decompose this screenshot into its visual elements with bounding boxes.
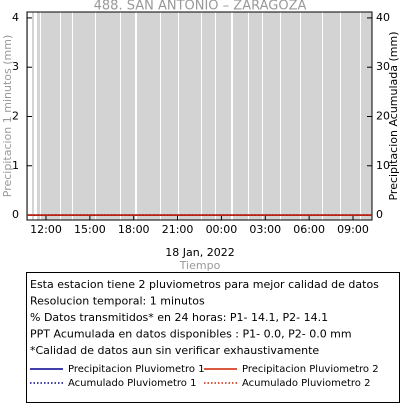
legend-label: Precipitacion Pluviometro 1 <box>68 364 205 375</box>
date-label: 18 Jan, 2022 <box>165 246 234 259</box>
legend-label: Acumulado Pluviometro 2 <box>242 378 370 389</box>
x-tick-label: 00:00 <box>206 223 238 236</box>
plot-area <box>27 12 372 220</box>
y2-tick-label: 10 <box>376 159 390 172</box>
info-line: Esta estacion tiene 2 pluviometros para … <box>30 278 379 291</box>
y2-tick-label: 40 <box>376 11 390 24</box>
gap-stripe <box>95 12 96 220</box>
x-tick-label: 09:00 <box>337 223 369 236</box>
y2-tick-label: 20 <box>376 109 390 122</box>
info-box <box>26 272 400 403</box>
y-tick-label: 3 <box>12 60 19 73</box>
y2-axis-label: Precipitacion Acumulada (mm) <box>387 31 400 200</box>
x-tick-label: 21:00 <box>162 223 194 236</box>
gap-stripe <box>280 12 281 220</box>
y-tick-label: 0 <box>12 208 19 221</box>
gap-stripe <box>201 12 202 220</box>
gap-stripe <box>160 12 161 220</box>
y-tick-label: 4 <box>12 11 19 24</box>
gap-stripe <box>340 12 341 220</box>
gap-stripe <box>262 12 263 220</box>
gap-stripe <box>178 12 179 220</box>
x-tick-label: 18:00 <box>118 223 150 236</box>
y-tick-label: 1 <box>12 159 19 172</box>
info-line: PPT Acumulada en datos disponibles : P1-… <box>30 328 352 341</box>
gap-stripe <box>34 12 37 220</box>
y2-tick-label: 0 <box>376 208 383 221</box>
gap-stripe <box>300 12 301 220</box>
gap-stripe <box>248 12 249 220</box>
gap-stripe <box>60 12 61 220</box>
info-line: *Calidad de datos aun sin verificar exha… <box>30 344 319 357</box>
legend-label: Precipitacion Pluviometro 2 <box>242 364 379 375</box>
x-tick-label: 12:00 <box>30 223 62 236</box>
gap-stripe <box>215 12 216 220</box>
gap-stripe <box>120 12 121 220</box>
x-tick-label: 15:00 <box>74 223 106 236</box>
y-tick-label: 2 <box>12 109 19 122</box>
y2-tick-label: 30 <box>376 60 390 73</box>
gap-stripe <box>72 12 73 220</box>
x-tick-label: 03:00 <box>249 223 281 236</box>
gap-stripe <box>40 12 41 220</box>
legend-label: Acumulado Pluviometro 1 <box>68 378 196 389</box>
info-line: % Datos transmitidos* en 24 horas: P1- 1… <box>30 311 328 324</box>
x-tick-label: 06:00 <box>293 223 325 236</box>
gap-stripe <box>360 12 361 220</box>
y-axis-label: Precipitacion 1 minutos (mm) <box>1 35 14 197</box>
x-axis-label: Tiempo <box>179 259 221 272</box>
chart-title: 488. SAN ANTONIO – ZARAGOZA <box>94 0 307 14</box>
gap-stripe <box>135 12 137 220</box>
info-line: Resolucion temporal: 1 minutos <box>30 295 205 308</box>
gap-stripe <box>231 12 233 220</box>
gap-stripe <box>322 12 323 220</box>
